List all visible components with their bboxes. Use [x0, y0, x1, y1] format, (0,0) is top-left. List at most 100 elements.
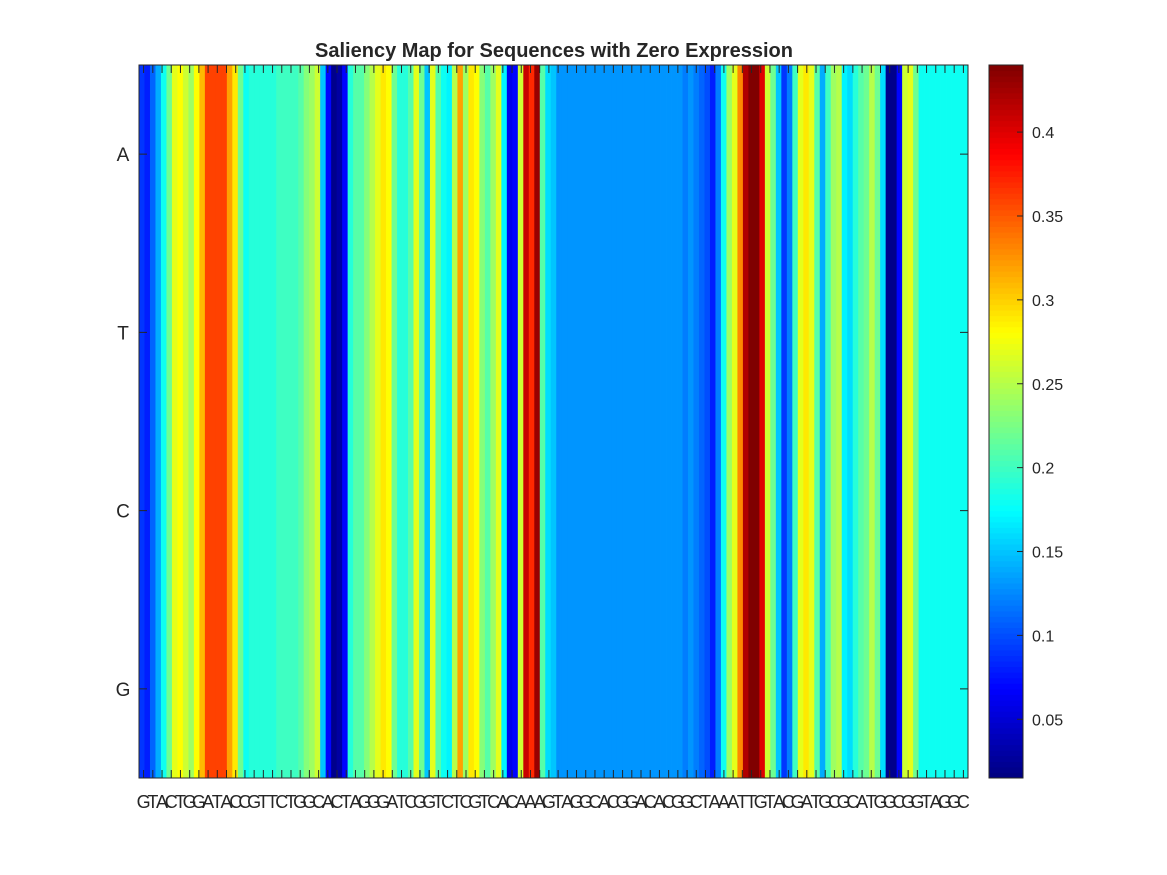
- heatmap-column: [309, 65, 316, 778]
- colorbar-segment: [989, 204, 1023, 211]
- colorbar-segment: [989, 427, 1023, 434]
- heatmap-column: [177, 65, 184, 778]
- heatmap-column: [429, 65, 436, 778]
- x-tick-label: A: [349, 792, 361, 812]
- heatmap-column: [276, 65, 283, 778]
- heatmap-column: [166, 65, 173, 778]
- heatmap-column: [561, 65, 568, 778]
- x-tick-label: A: [856, 792, 868, 812]
- colorbar-segment: [989, 243, 1023, 250]
- heatmap-column: [468, 65, 475, 778]
- colorbar-tick-label: 0.35: [1032, 209, 1063, 226]
- heatmap-column: [627, 65, 634, 778]
- colorbar-segment: [989, 137, 1023, 144]
- x-tick-label: A: [727, 792, 739, 812]
- heatmap-column: [386, 65, 392, 778]
- heatmap-column: [764, 65, 771, 778]
- x-tick-label: G: [837, 792, 851, 812]
- colorbar-segment: [989, 739, 1023, 746]
- colorbar-segment: [989, 505, 1023, 512]
- colorbar-segment: [989, 560, 1023, 567]
- x-tick-label: A: [534, 792, 546, 812]
- heatmap-column: [709, 65, 716, 778]
- colorbar-segment: [989, 516, 1023, 523]
- heatmap-column: [408, 65, 414, 778]
- x-tick-label: T: [175, 792, 186, 812]
- heatmap-column: [139, 65, 145, 778]
- colorbar-segment: [989, 577, 1023, 584]
- heatmap-column: [792, 65, 799, 778]
- x-tick-label: G: [376, 792, 390, 812]
- colorbar-segment: [989, 750, 1023, 757]
- colorbar-segment: [989, 92, 1023, 99]
- colorbar-segment: [989, 237, 1023, 244]
- heatmap-column: [193, 65, 200, 778]
- colorbar-segment: [989, 493, 1023, 500]
- heatmap-column: [957, 65, 963, 778]
- heatmap-column: [836, 65, 843, 778]
- heatmap-column: [605, 65, 612, 778]
- x-tick-label: C: [662, 792, 675, 812]
- x-tick-label: G: [671, 792, 685, 812]
- colorbar-segment: [989, 688, 1023, 695]
- colorbar-segment: [989, 287, 1023, 294]
- x-tick-label: G: [754, 792, 768, 812]
- colorbar-segment: [989, 220, 1023, 228]
- heatmap-column: [918, 65, 925, 778]
- heatmap-column: [462, 65, 469, 778]
- x-tick-label: G: [910, 792, 924, 812]
- heatmap-column: [775, 65, 782, 778]
- colorbar-segment: [989, 616, 1023, 623]
- x-axis: GTACTGGATACCGTTCTGGCACTAGGGATCGGTCTCGTCA…: [137, 65, 970, 812]
- x-tick-label: G: [883, 792, 897, 812]
- x-tick-label: G: [938, 792, 952, 812]
- heatmap-column: [353, 65, 360, 778]
- heatmap-column: [237, 65, 244, 778]
- heatmap-column: [155, 65, 162, 778]
- y-tick-label: G: [116, 680, 131, 701]
- x-tick-label: G: [468, 792, 482, 812]
- heatmap-column: [693, 65, 700, 778]
- heatmap-column: [369, 65, 376, 778]
- heatmap-column: [413, 65, 420, 778]
- y-tick-label: T: [117, 323, 129, 344]
- heatmap-column: [863, 65, 870, 778]
- colorbar-segment: [989, 644, 1023, 651]
- heatmap-column: [852, 65, 859, 778]
- heatmap-column: [254, 65, 261, 778]
- colorbar-segment: [989, 527, 1023, 534]
- colorbar-segment: [989, 115, 1023, 122]
- heatmap-column: [825, 65, 832, 778]
- heatmap-column: [160, 65, 167, 778]
- x-tick-label: T: [396, 792, 407, 812]
- colorbar-segment: [989, 727, 1023, 734]
- colorbar-segment: [989, 181, 1023, 189]
- colorbar-segment: [989, 544, 1023, 551]
- heatmap-column: [874, 65, 881, 778]
- heatmap-column: [781, 65, 788, 778]
- colorbar-segment: [989, 633, 1023, 640]
- x-tick-label: A: [561, 792, 573, 812]
- heatmap-column: [397, 65, 403, 778]
- heatmap-column: [682, 65, 689, 778]
- x-tick-label: C: [892, 792, 905, 812]
- x-tick-label: G: [247, 792, 261, 812]
- colorbar-segment: [989, 404, 1023, 411]
- colorbar-segment: [989, 594, 1023, 601]
- x-tick-label: G: [183, 792, 197, 812]
- heatmap-column: [759, 65, 766, 778]
- x-tick-label: C: [275, 792, 288, 812]
- x-tick-label: A: [386, 792, 398, 812]
- colorbar-segment: [989, 571, 1023, 578]
- colorbar-segment: [989, 120, 1023, 127]
- colorbar-segment: [989, 605, 1023, 612]
- colorbar-frame: [988, 64, 1024, 779]
- heatmap-column: [375, 65, 381, 778]
- x-tick-label: C: [588, 792, 601, 812]
- heatmap-column: [380, 65, 387, 778]
- heatmap-column: [924, 65, 930, 778]
- colorbar-segment: [989, 70, 1023, 77]
- colorbar-tick-label: 0.05: [1032, 712, 1063, 729]
- colorbar-segment: [989, 583, 1023, 590]
- heatmap-column: [720, 65, 727, 778]
